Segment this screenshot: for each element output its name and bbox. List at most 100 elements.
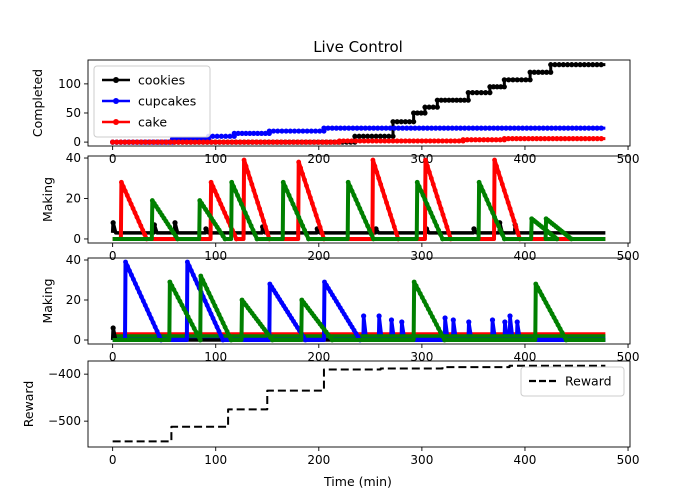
marker: [282, 184, 288, 190]
marker: [531, 69, 537, 75]
marker: [240, 206, 246, 211]
marker: [415, 287, 421, 293]
marker: [528, 125, 534, 131]
marker: [373, 138, 380, 144]
marker: [206, 290, 212, 296]
marker: [543, 300, 549, 306]
marker: [126, 139, 132, 145]
marker: [142, 232, 148, 238]
marker: [395, 125, 402, 131]
marker: [411, 119, 417, 125]
marker: [371, 125, 377, 131]
marker: [302, 227, 307, 233]
marker: [237, 197, 242, 203]
marker: [229, 179, 235, 185]
marker: [210, 315, 216, 321]
marker: [557, 326, 563, 332]
marker: [191, 326, 197, 331]
y-tick-label: 40: [66, 151, 81, 165]
marker: [134, 139, 140, 145]
marker: [486, 125, 493, 131]
marker: [417, 291, 423, 296]
marker: [565, 125, 571, 131]
marker: [582, 125, 588, 131]
marker: [556, 62, 562, 68]
marker: [384, 200, 389, 205]
marker: [222, 324, 228, 330]
marker: [582, 136, 588, 142]
marker: [183, 310, 189, 316]
marker: [194, 281, 200, 287]
marker: [357, 206, 363, 211]
marker: [332, 139, 338, 145]
marker: [200, 139, 206, 145]
marker: [220, 320, 226, 326]
sawtooth-markers-1: [167, 273, 569, 343]
marker: [173, 291, 179, 296]
marker: [202, 282, 208, 287]
marker: [422, 197, 428, 203]
marker: [300, 128, 306, 134]
marker: [122, 139, 128, 145]
marker: [578, 136, 584, 142]
marker: [287, 139, 293, 145]
marker: [461, 97, 467, 103]
marker: [441, 125, 447, 131]
x-tick-label: 200: [307, 249, 330, 263]
marker: [478, 184, 484, 190]
marker: [548, 62, 554, 68]
marker: [456, 138, 462, 144]
legend-label-reward: Reward: [565, 374, 612, 389]
marker: [136, 219, 142, 224]
marker: [562, 136, 568, 142]
marker: [503, 194, 509, 199]
marker: [208, 294, 214, 300]
marker: [577, 125, 584, 131]
marker: [216, 328, 222, 334]
marker: [227, 133, 233, 139]
marker: [434, 104, 440, 110]
x-tick-label: 500: [617, 350, 640, 364]
panel-making-2: 0 100 200 300 400 500 0 20 40 Making: [40, 253, 639, 364]
marker: [120, 184, 126, 190]
marker: [155, 139, 161, 145]
x-tick-label: 400: [514, 249, 537, 263]
marker: [308, 128, 314, 134]
sawtooth-markers-1: [149, 179, 574, 242]
marker: [306, 189, 311, 195]
axes-frame: [87, 257, 631, 345]
marker: [223, 133, 229, 139]
plot-area: [110, 259, 606, 343]
marker: [445, 125, 451, 131]
marker: [444, 138, 450, 144]
marker: [307, 139, 314, 145]
y-tick-label: 50: [66, 106, 81, 120]
marker: [123, 259, 128, 265]
marker: [390, 119, 396, 125]
marker: [514, 77, 520, 83]
marker: [114, 139, 120, 145]
x-axis-label: Time (min): [323, 474, 392, 489]
marker: [231, 184, 237, 190]
marker: [133, 281, 138, 287]
marker: [377, 133, 383, 139]
marker: [369, 232, 374, 238]
marker: [551, 315, 557, 320]
marker: [195, 333, 201, 339]
marker: [524, 125, 530, 131]
marker: [497, 137, 503, 143]
marker: [493, 137, 499, 143]
marker: [470, 125, 476, 131]
marker: [188, 268, 194, 274]
marker: [520, 125, 526, 131]
plot-area: [110, 62, 606, 145]
marker: [419, 138, 425, 144]
marker: [275, 128, 281, 134]
marker: [373, 133, 379, 139]
marker: [274, 139, 281, 145]
marker: [412, 125, 418, 131]
marker: [366, 125, 373, 131]
marker: [386, 133, 392, 139]
marker: [262, 130, 269, 136]
marker: [388, 317, 395, 323]
